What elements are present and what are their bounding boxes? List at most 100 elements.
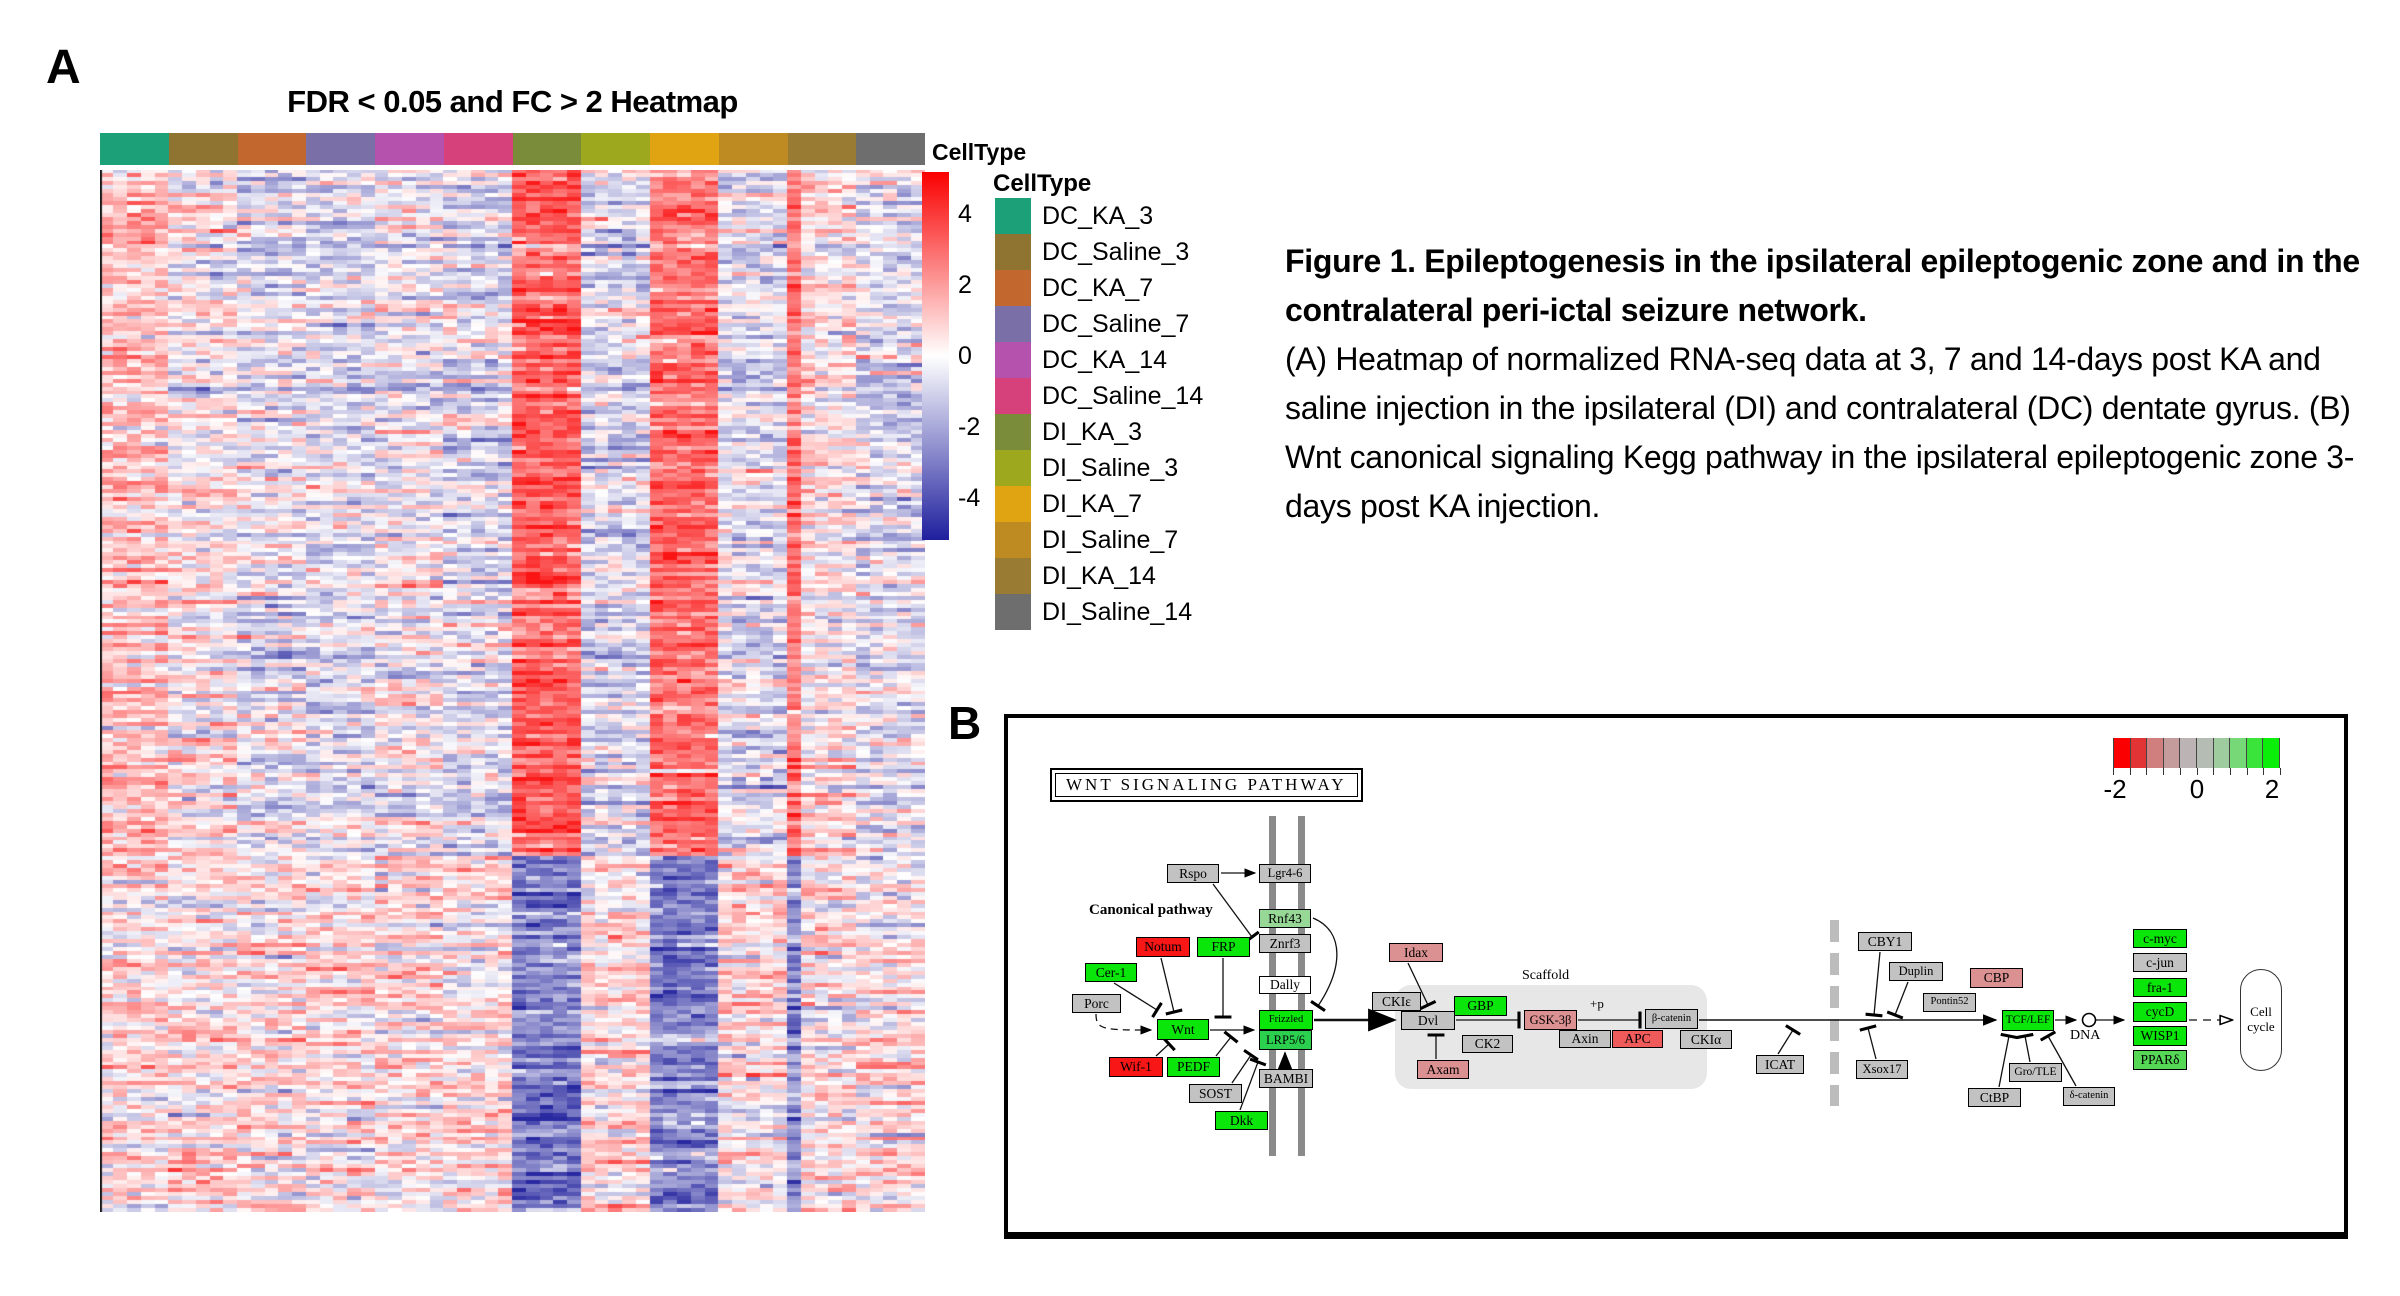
pathway-node-pontin52: Pontin52	[1923, 993, 1976, 1012]
legend-entry: DC_KA_3	[995, 198, 1203, 234]
nuclear-membrane-dashed-line	[1830, 920, 1839, 1106]
pathway-node-bambi: BAMBI	[1259, 1069, 1313, 1088]
caption-bold-title: Figure 1. Epileptogenesis in the ipsilat…	[1285, 243, 2360, 328]
caption-body: (A) Heatmap of normalized RNA-seq data a…	[1285, 341, 2355, 524]
colorbar-tick-2: 2	[958, 271, 972, 300]
panel-b-label: B	[948, 697, 982, 749]
pathway-node-lrp5-6: LRP5/6	[1259, 1030, 1312, 1050]
legend-swatch-DI_KA_14	[995, 558, 1031, 594]
pathway-connectors	[1095, 868, 2344, 1111]
legend-swatch-DC_KA_7	[995, 270, 1031, 306]
annotation-block-DC_Saline_7	[306, 133, 375, 165]
legend-entry: DI_KA_7	[995, 486, 1203, 522]
pathway-node-pedf: PEDF	[1167, 1057, 1220, 1077]
pathway-node-ck2: CK2	[1462, 1035, 1513, 1053]
pathway-node-dkk: Dkk	[1215, 1111, 1268, 1130]
pathway-scale-tick-mark	[2229, 768, 2231, 775]
legend-entry: DC_KA_7	[995, 270, 1203, 306]
legend-entry: DI_Saline_14	[995, 594, 1203, 630]
dna-label: DNA	[2070, 1028, 2101, 1043]
legend-swatch-DI_KA_3	[995, 414, 1031, 450]
legend-label: DC_KA_3	[1042, 201, 1154, 230]
annotation-block-DC_Saline_14	[443, 133, 513, 165]
pathway-scale-tick-mark	[2246, 768, 2248, 775]
pathway-node-rnf43: Rnf43	[1259, 909, 1311, 928]
pathway-node-xsox17: Xsox17	[1856, 1060, 1908, 1079]
pathway-node-duplin: Duplin	[1889, 962, 1943, 981]
legend-entry: DC_Saline_3	[995, 234, 1203, 270]
annotation-block-DI_Saline_14	[856, 133, 925, 165]
pathway-title-box: WNT SIGNALING PATHWAY	[1050, 768, 1363, 802]
pathway-scale-tick-mark	[2163, 768, 2165, 775]
pathway-scale-segment	[2113, 738, 2131, 768]
legend-label: DI_KA_7	[1042, 489, 1143, 518]
pathway-node-tcf-lef: TCF/LEF	[2002, 1010, 2054, 1031]
legend-label: DI_KA_14	[1042, 561, 1156, 590]
colorbar-tick-0: 0	[958, 342, 972, 370]
pathway-node-rspo: Rspo	[1167, 864, 1219, 883]
legend-swatch-DI_Saline_14	[995, 594, 1031, 630]
pathway-node-lgr4-6: Lgr4-6	[1259, 864, 1311, 883]
legend-entry: DC_Saline_7	[995, 306, 1203, 342]
pathway-scale-tick-mark	[2263, 768, 2265, 775]
pathway-scale-tick-mark	[2113, 768, 2114, 775]
legend-entry: DC_KA_14	[995, 342, 1203, 378]
pathway-node-wif-1: Wif-1	[1109, 1057, 1163, 1077]
legend-label: DI_Saline_14	[1042, 597, 1193, 626]
heatmap-canvas	[100, 170, 925, 1212]
pathway-node-cby1: CBY1	[1858, 932, 1912, 951]
pathway-scale-segment	[2246, 738, 2264, 768]
figure-caption: Figure 1. Epileptogenesis in the ipsilat…	[1285, 237, 2400, 531]
annotation-block-DI_Saline_7	[718, 133, 788, 165]
pathway-node-wisp1: WISP1	[2133, 1026, 2187, 1046]
pathway-node-c-myc: c-myc	[2133, 929, 2187, 948]
pathway-scale-label: -2	[2103, 774, 2127, 804]
scaffold-label: Scaffold	[1522, 968, 1570, 983]
pathway-node-frizzled: Frizzled	[1259, 1010, 1313, 1030]
legend-label: DC_KA_14	[1042, 345, 1168, 374]
pathway-scale-tick-mark	[2196, 768, 2198, 775]
pathway-node--catenin: δ-catenin	[2063, 1087, 2115, 1106]
heatmap-title: FDR < 0.05 and FC > 2 Heatmap	[287, 84, 738, 119]
pathway-scale-segment	[2180, 738, 2197, 768]
legend-entry: DC_Saline_14	[995, 378, 1203, 414]
heatmap-column-annotation-bar	[100, 133, 925, 165]
pathway-node-porc: Porc	[1072, 994, 1121, 1013]
legend-swatch-DI_Saline_3	[995, 450, 1031, 486]
pathway-scale-segment	[2196, 738, 2214, 768]
pathway-node-gsk-3-: GSK-3β	[1524, 1010, 1577, 1030]
pathway-node-cer-1: Cer-1	[1085, 963, 1137, 982]
pathway-scale-tick-mark	[2146, 768, 2148, 775]
legend-label: DI_Saline_7	[1042, 525, 1179, 554]
pathway-node-gbp: GBP	[1454, 996, 1507, 1016]
pathway-scale-segment	[2163, 738, 2181, 768]
pathway-scale-label: 2	[2264, 774, 2280, 804]
pathway-node-dally: Dally	[1259, 976, 1311, 994]
colorbar-tick--4: -4	[958, 483, 981, 512]
annotation-block-DI_KA_7	[650, 133, 719, 165]
pathway-scale-tick-mark	[2129, 768, 2131, 775]
celltype-legend: DC_KA_3 DC_Saline_3 DC_KA_7 DC_Saline_7 DC_K…	[995, 198, 1203, 630]
legend-entry: DI_KA_14	[995, 558, 1203, 594]
annotation-block-DC_KA_14	[375, 133, 444, 165]
legend-label: DC_Saline_7	[1042, 309, 1190, 338]
pathway-node-gro-tle: Gro/TLE	[2009, 1063, 2062, 1082]
pathway-node-cki-: CKIα	[1680, 1030, 1732, 1049]
pathway-node-ppar-: PPARδ	[2133, 1050, 2187, 1070]
pathway-node-notum: Notum	[1136, 937, 1190, 957]
celltype-legend-title: CellType	[993, 170, 1092, 197]
pathway-node-idax: Idax	[1389, 943, 1443, 962]
legend-swatch-DI_Saline_7	[995, 522, 1031, 558]
pathway-node-c-jun: c-jun	[2133, 953, 2187, 972]
pathway-node-axin: Axin	[1559, 1030, 1611, 1048]
pathway-node-ctbp: CtBP	[1968, 1088, 2021, 1107]
legend-swatch-DC_Saline_7	[995, 306, 1031, 342]
pathway-node-icat: ICAT	[1756, 1055, 1804, 1074]
legend-label: DI_Saline_3	[1042, 453, 1179, 482]
legend-swatch-DC_KA_14	[995, 342, 1031, 378]
annotation-block-DI_KA_3	[512, 133, 582, 165]
pathway-color-scale	[2113, 738, 2280, 768]
legend-entry: DI_Saline_7	[995, 522, 1203, 558]
pathway-node-frp: FRP	[1197, 937, 1250, 957]
pathway-node-fra-1: fra-1	[2133, 978, 2187, 997]
